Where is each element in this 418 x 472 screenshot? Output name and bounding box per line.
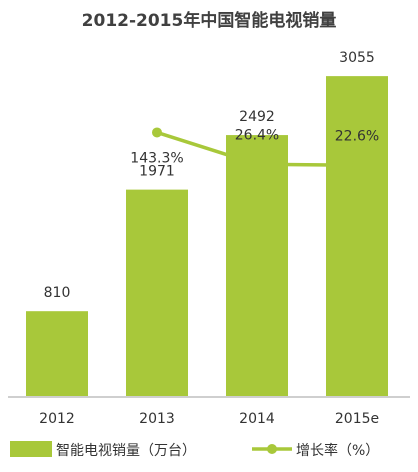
bar-2012 <box>26 311 88 396</box>
growth-label-2013: 143.3% <box>130 150 183 166</box>
bar-value-label-2013: 1971 <box>139 164 175 180</box>
x-tick-label-2014: 2014 <box>239 411 275 427</box>
growth-label-2015e: 22.6% <box>335 128 379 144</box>
legend: 智能电视销量（万台） 增长率（%） <box>10 441 379 459</box>
growth-line-group: 143.3% 26.4% 22.6% <box>130 127 379 171</box>
x-tick-label-2012: 2012 <box>39 411 75 427</box>
growth-label-2014: 26.4% <box>235 127 279 143</box>
bar-value-label-2014: 2492 <box>239 109 275 125</box>
x-tick-label-2013: 2013 <box>139 411 175 427</box>
bar-value-label-2015e: 3055 <box>339 50 375 66</box>
bar-label-group: 810 1971 2492 3055 <box>44 50 375 301</box>
bar-2014 <box>226 135 288 396</box>
bar-2013 <box>126 189 188 396</box>
legend-line-label: 增长率（%） <box>296 442 379 459</box>
bar-value-label-2012: 810 <box>44 285 71 301</box>
bar-2015e <box>326 76 388 396</box>
chart-title: 2012-2015年中国智能电视销量 <box>82 10 337 31</box>
x-tick-label-2015e: 2015e <box>335 411 379 427</box>
legend-bar-label: 智能电视销量（万台） <box>56 443 196 459</box>
legend-line-marker <box>267 444 277 454</box>
growth-point-2014 <box>252 159 262 170</box>
growth-point-2013 <box>152 127 162 138</box>
bar-group <box>26 76 388 396</box>
growth-point-2015e <box>352 160 362 171</box>
legend-bar-swatch <box>10 441 52 457</box>
category-label-group: 2012 2013 2014 2015e <box>39 411 379 427</box>
